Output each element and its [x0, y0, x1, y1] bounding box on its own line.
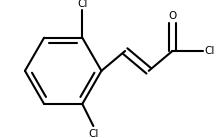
Text: Cl: Cl: [204, 46, 214, 56]
Text: O: O: [168, 11, 176, 21]
Text: Cl: Cl: [88, 129, 99, 138]
Text: Cl: Cl: [77, 0, 87, 9]
